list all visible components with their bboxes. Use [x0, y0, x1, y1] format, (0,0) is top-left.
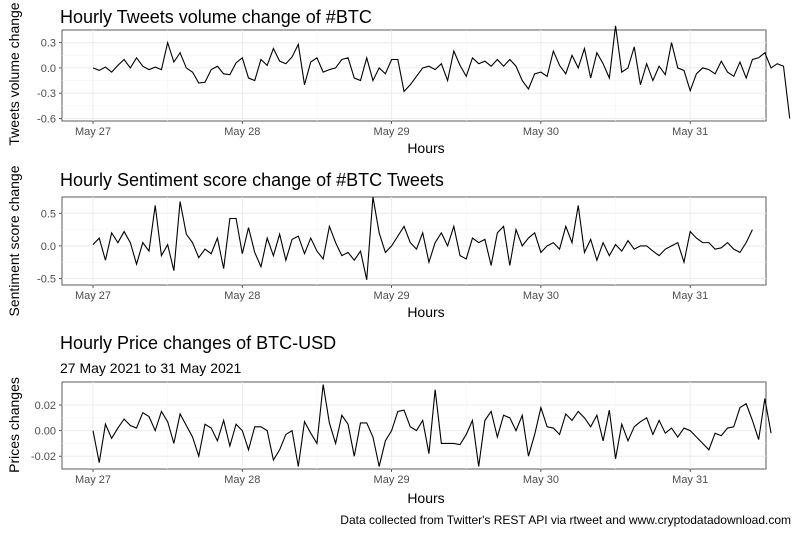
tweets-volume-y-tick-label: 0.0 [41, 63, 56, 75]
price-changes-panel [61, 381, 767, 470]
sentiment-score-series-line [92, 196, 753, 280]
price-changes-x-tick-label: May 27 [75, 474, 111, 486]
tweets-volume-y-tick-label: 0.3 [41, 38, 56, 50]
sentiment-score-title: Hourly Sentiment score change of #BTC Tw… [60, 170, 444, 190]
price-changes-y-tick-label: 0.02 [35, 400, 56, 412]
sentiment-score-x-tick-label: May 29 [374, 290, 410, 302]
tweets-volume-x-tick-label: May 28 [224, 126, 260, 138]
price-changes-x-tick-label: May 28 [224, 474, 260, 486]
price-changes-chart: Hourly Price changes of BTC-USD 27 May 2… [6, 333, 772, 506]
sentiment-score-x-ticks: May 27 May 28 May 29 May 30 May 31 [75, 285, 708, 302]
price-changes-series [92, 384, 772, 467]
sentiment-score-x-tick-label: May 31 [672, 290, 708, 302]
price-changes-xlabel: Hours [407, 490, 444, 506]
tweets-volume-y-tick-label: -0.3 [37, 88, 56, 100]
price-changes-x-tick-label: May 31 [672, 474, 708, 486]
sentiment-score-x-tick-label: May 28 [224, 290, 260, 302]
tweets-volume-grid [62, 30, 766, 121]
tweets-volume-x-tick-label: May 31 [672, 126, 708, 138]
tweets-volume-y-ticks: -0.6 -0.3 0.0 0.3 [37, 38, 62, 125]
price-changes-x-tick-label: May 29 [374, 474, 410, 486]
price-changes-title: Hourly Price changes of BTC-USD [60, 333, 336, 353]
tweets-volume-xlabel: Hours [407, 140, 444, 156]
sentiment-score-y-tick-label: 0.5 [41, 208, 56, 220]
data-source-caption: Data collected from Twitter's REST API v… [340, 513, 791, 527]
tweets-volume-x-tick-label: May 29 [374, 126, 410, 138]
tweets-volume-y-tick-label: -0.6 [37, 113, 56, 125]
sentiment-score-y-tick-label: 0.0 [41, 241, 56, 253]
sentiment-score-xlabel: Hours [407, 304, 444, 320]
tweets-volume-series-line [92, 25, 791, 119]
price-changes-x-ticks: May 27 May 28 May 29 May 30 May 31 [75, 469, 708, 486]
price-changes-y-tick-label: -0.02 [31, 451, 56, 463]
price-changes-y-ticks: -0.02 0.00 0.02 [31, 400, 62, 463]
price-changes-subtitle: 27 May 2021 to 31 May 2021 [60, 360, 242, 376]
price-changes-grid [62, 382, 766, 469]
sentiment-score-x-tick-label: May 30 [523, 290, 559, 302]
price-changes-series-line [92, 384, 772, 467]
price-changes-y-tick-label: 0.00 [35, 426, 56, 438]
tweets-volume-ylabel: Tweets volume change [6, 2, 22, 145]
sentiment-score-chart: Hourly Sentiment score change of #BTC Tw… [6, 165, 767, 320]
sentiment-score-ylabel: Sentiment score change [6, 165, 22, 316]
tweets-volume-chart: Hourly Tweets volume change of #BTC Twee… [6, 2, 791, 156]
tweets-volume-x-ticks: May 27 May 28 May 29 May 30 May 31 [75, 121, 708, 138]
tweets-volume-x-tick-label: May 27 [75, 126, 111, 138]
tweets-volume-title: Hourly Tweets volume change of #BTC [60, 7, 372, 27]
tweets-volume-series [92, 25, 791, 119]
tweets-volume-x-tick-label: May 30 [523, 126, 559, 138]
sentiment-score-series [92, 196, 753, 280]
sentiment-score-y-tick-label: -0.5 [37, 273, 56, 285]
sentiment-score-x-tick-label: May 27 [75, 290, 111, 302]
price-changes-x-tick-label: May 30 [523, 474, 559, 486]
price-changes-ylabel: Prices changes [6, 377, 22, 473]
sentiment-score-y-ticks: -0.5 0.0 0.5 [37, 208, 62, 285]
